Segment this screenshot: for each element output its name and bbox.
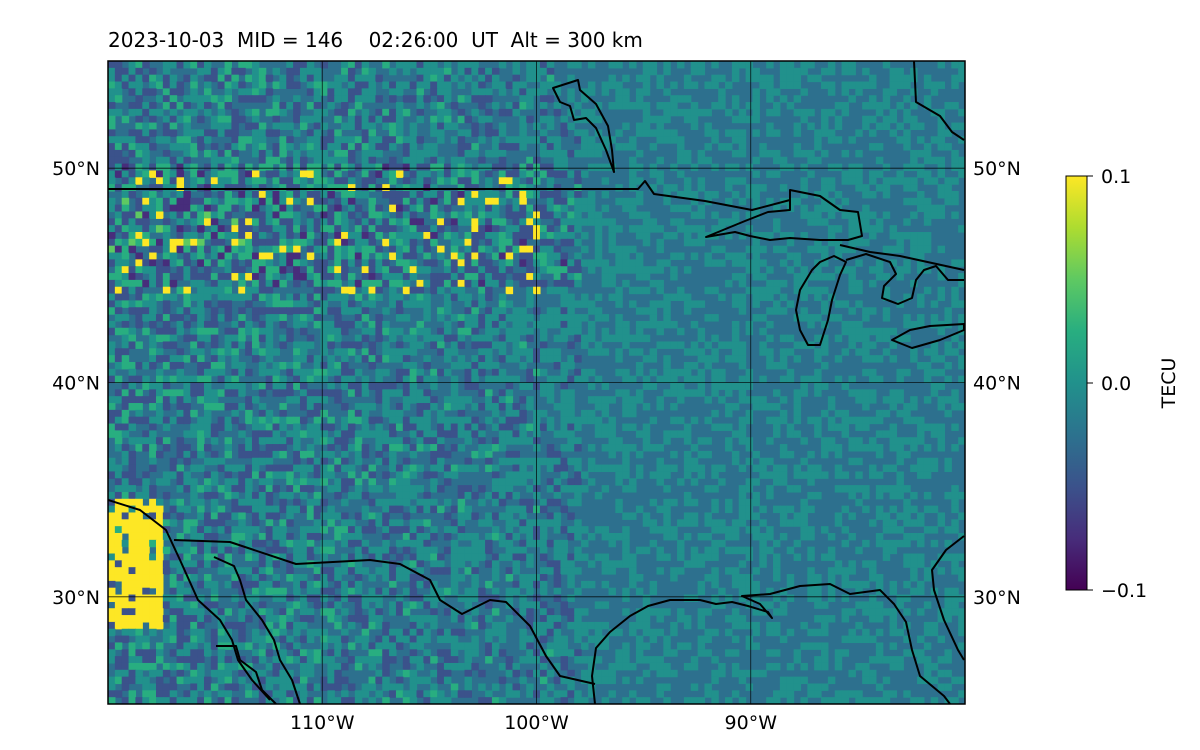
us-mexico-border [173, 539, 596, 685]
atlantic-coast [931, 535, 965, 661]
map-panel [107, 60, 966, 705]
map-frame [107, 60, 966, 705]
lat-tick-label-right: 50°N [973, 158, 1021, 180]
lake-huron [845, 253, 964, 305]
lat-tick-label-right: 40°N [973, 373, 1021, 395]
lat-tick-label-right: 30°N [973, 587, 1021, 609]
us-canada-border [108, 180, 791, 211]
lake-michigan [795, 255, 847, 346]
graticule [108, 61, 965, 704]
lake-superior [705, 189, 863, 241]
hudson-bay-coast [552, 79, 615, 173]
colorbar-tick-label: −0.1 [1101, 580, 1147, 602]
lon-tick-label: 100°W [504, 712, 569, 734]
coastlines [108, 61, 965, 704]
colorbar-tick-label: 0.1 [1101, 166, 1131, 188]
michigan-peninsula [839, 244, 965, 271]
colorbar-gradient [1066, 176, 1087, 590]
lon-tick-label: 110°W [290, 712, 355, 734]
tec-field-cells [108, 61, 965, 704]
lat-tick-label-left: 40°N [52, 373, 100, 395]
lat-tick-label-left: 30°N [52, 587, 100, 609]
baja-california [213, 556, 301, 704]
pacific-coast [108, 499, 271, 701]
colorbar-tick-label: 0.0 [1101, 373, 1131, 395]
lake-erie [891, 323, 965, 349]
map-title: 2023-10-03 MID = 146 02:26:00 UT Alt = 3… [108, 28, 643, 52]
james-bay-coast [913, 61, 965, 141]
lat-tick-label-left: 50°N [52, 158, 100, 180]
colorbar-label: TECU [1158, 358, 1180, 410]
axis-tick-labels: 110°W 100°W 90°W 50°N 50°N 40°N 40°N 30°N 30°N [52, 158, 1021, 734]
colorbar: 0.1 0.0 −0.1 TECU [1065, 166, 1180, 602]
gulf-coast [591, 583, 951, 704]
colorbar-ticks: 0.1 0.0 −0.1 [1087, 166, 1147, 602]
lon-tick-label: 90°W [725, 712, 778, 734]
gulf-of-california [216, 645, 277, 704]
